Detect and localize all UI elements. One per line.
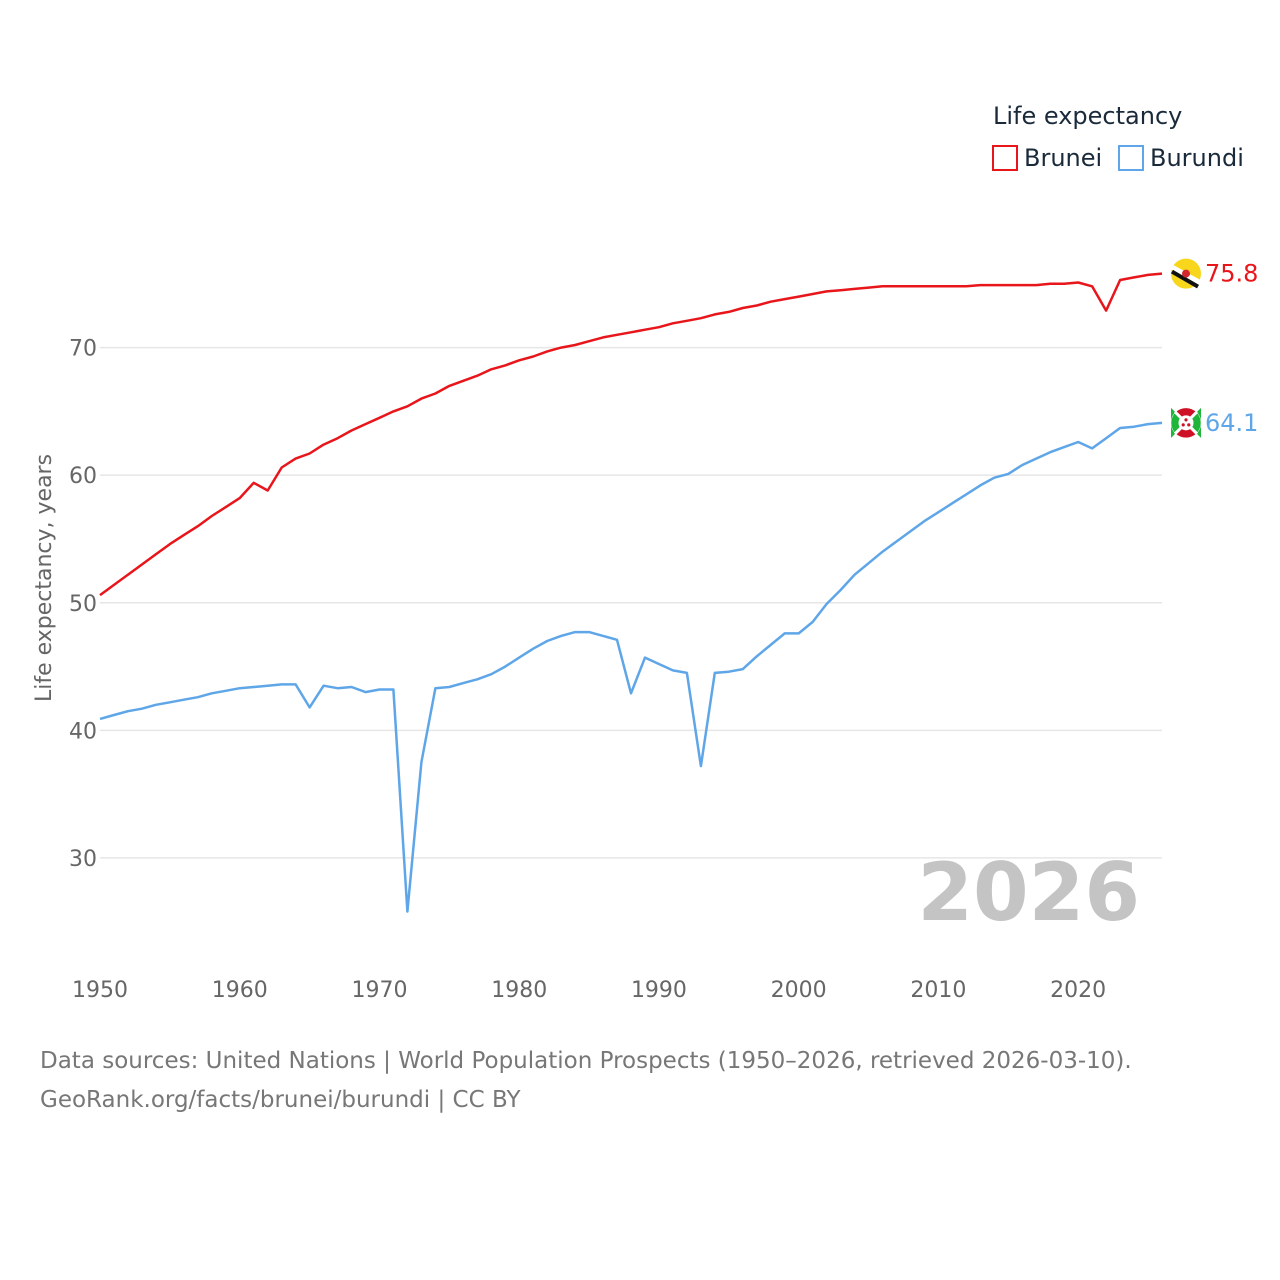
x-tick-label: 1950 [72, 978, 128, 1003]
y-axis-label: Life expectancy, years [32, 454, 57, 702]
end-value-label-burundi: 64.1 [1205, 409, 1258, 437]
legend-label-brunei: Brunei [1024, 144, 1102, 172]
source-line-2[interactable]: GeoRank.org/facts/brunei/burundi | CC BY [40, 1087, 521, 1113]
x-tick-label: 1960 [212, 978, 268, 1003]
data-source-note: Data sources: United Nations | World Pop… [40, 1042, 1132, 1120]
brunei-flag-icon [1169, 258, 1202, 289]
legend-swatch-brunei [992, 145, 1018, 171]
y-tick-label: 70 [69, 337, 97, 362]
x-tick-label: 2000 [771, 978, 827, 1003]
y-tick-label: 40 [69, 719, 97, 744]
y-axis-ticks: 30 40 50 60 70 [69, 337, 97, 872]
burundi-flag-icon [1170, 407, 1202, 439]
legend-title: Life expectancy [993, 102, 1182, 130]
legend-swatch-burundi [1118, 145, 1144, 171]
y-tick-label: 60 [69, 464, 97, 489]
grid-lines [100, 346, 1162, 859]
x-tick-label: 2020 [1050, 978, 1106, 1003]
x-tick-label: 1970 [351, 978, 407, 1003]
legend[interactable]: Life expectancy Brunei Burundi [992, 102, 1244, 172]
x-tick-label: 1980 [491, 978, 547, 1003]
series-line-brunei [99, 272, 1163, 597]
x-tick-label: 1990 [631, 978, 687, 1003]
x-tick-label: 2010 [910, 978, 966, 1003]
series-line-burundi [99, 421, 1163, 913]
current-year-label: 2026 [917, 846, 1140, 939]
series-lines: 75.8 64.1 [99, 258, 1258, 913]
y-tick-label: 50 [69, 592, 97, 617]
y-tick-label: 30 [69, 847, 97, 872]
legend-label-burundi: Burundi [1150, 144, 1244, 172]
source-line-1: Data sources: United Nations | World Pop… [40, 1048, 1132, 1074]
x-axis-ticks: 1950 1960 1970 1980 1990 2000 2010 2020 [72, 978, 1106, 1003]
legend-item-brunei[interactable]: Brunei [992, 144, 1102, 172]
end-value-label-brunei: 75.8 [1205, 260, 1258, 288]
legend-item-burundi[interactable]: Burundi [1118, 144, 1244, 172]
